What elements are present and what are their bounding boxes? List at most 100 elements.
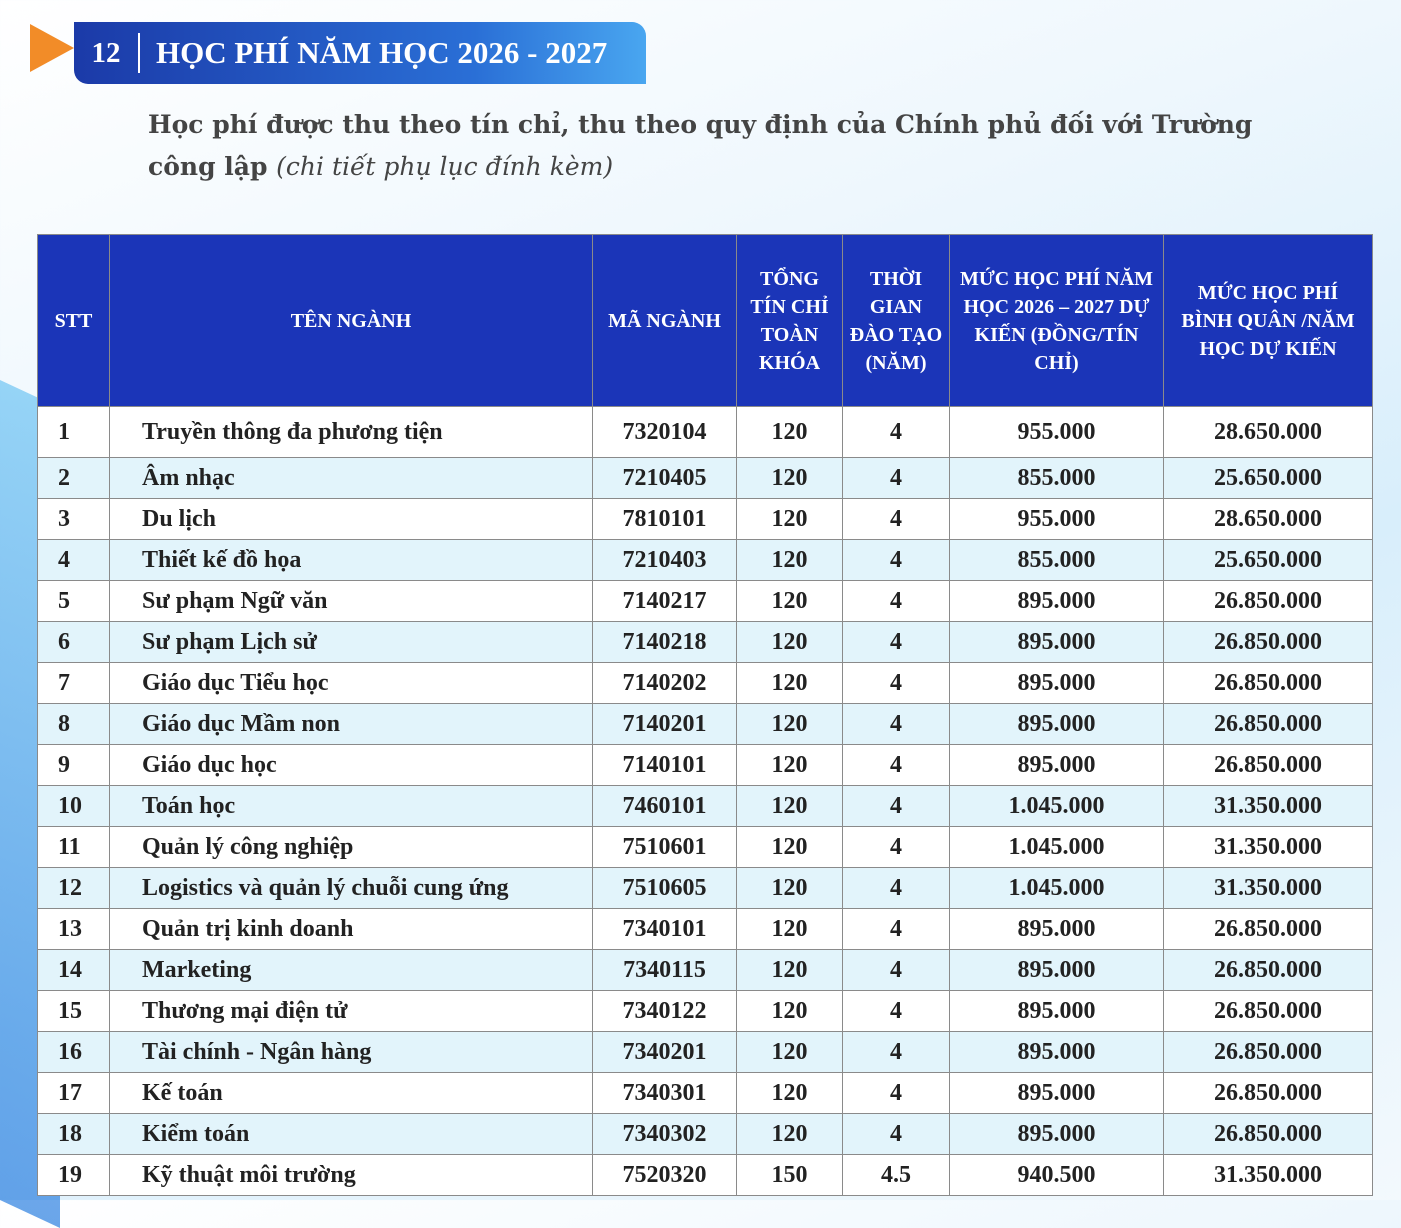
- duration: 4: [842, 457, 950, 499]
- total-credits: 120: [736, 1072, 843, 1114]
- row-number: 1: [37, 406, 110, 458]
- row-number: 8: [37, 703, 110, 745]
- major-code: 7140202: [592, 662, 737, 704]
- major-name: Quản trị kinh doanh: [109, 908, 593, 950]
- row-number: 14: [37, 949, 110, 991]
- annual-fee: 28.650.000: [1163, 406, 1373, 458]
- major-name: Quản lý công nghiệp: [109, 826, 593, 868]
- major-code: 7510601: [592, 826, 737, 868]
- table-row: 1 Truyền thông đa phương tiện 7320104 120 4 9…: [37, 406, 1373, 458]
- major-name: Marketing: [109, 949, 593, 991]
- total-credits: 120: [736, 406, 843, 458]
- fee-per-credit: 895.000: [949, 1031, 1164, 1073]
- column-header: STT: [37, 234, 110, 407]
- table-row: 16 Tài chính - Ngân hàng 7340201 120 4 895.00…: [37, 1031, 1373, 1073]
- major-code: 7460101: [592, 785, 737, 827]
- column-header: THỜI GIAN ĐÀO TẠO (NĂM): [842, 234, 950, 407]
- fee-per-credit: 895.000: [949, 580, 1164, 622]
- total-credits: 120: [736, 621, 843, 663]
- major-code: 7340115: [592, 949, 737, 991]
- column-header: TÊN NGÀNH: [109, 234, 593, 407]
- table-row: 10 Toán học 7460101 120 4 1.045.000 31.350.000: [37, 785, 1373, 827]
- table-row: 9 Giáo dục học 7140101 120 4 895.000 26.850.00…: [37, 744, 1373, 786]
- fee-per-credit: 895.000: [949, 949, 1164, 991]
- major-name: Âm nhạc: [109, 457, 593, 499]
- major-code: 7140217: [592, 580, 737, 622]
- annual-fee: 26.850.000: [1163, 1072, 1373, 1114]
- fee-per-credit: 855.000: [949, 539, 1164, 581]
- row-number: 19: [37, 1154, 110, 1196]
- section-number: 12: [91, 36, 121, 69]
- fee-per-credit: 855.000: [949, 457, 1164, 499]
- table-row: 6 Sư phạm Lịch sử 7140218 120 4 895.000 26.850…: [37, 621, 1373, 663]
- annual-fee: 26.850.000: [1163, 621, 1373, 663]
- row-number: 6: [37, 621, 110, 663]
- row-number: 9: [37, 744, 110, 786]
- major-code: 7340122: [592, 990, 737, 1032]
- total-credits: 150: [736, 1154, 843, 1196]
- table-row: 18 Kiểm toán 7340302 120 4 895.000 26.850.000: [37, 1113, 1373, 1155]
- total-credits: 120: [736, 990, 843, 1032]
- duration: 4: [842, 1031, 950, 1073]
- duration: 4: [842, 908, 950, 950]
- table-row: 2 Âm nhạc 7210405 120 4 855.000 25.650.000: [37, 457, 1373, 499]
- fee-per-credit: 895.000: [949, 908, 1164, 950]
- major-name: Thiết kế đồ họa: [109, 539, 593, 581]
- row-number: 2: [37, 457, 110, 499]
- total-credits: 120: [736, 867, 843, 909]
- row-number: 13: [37, 908, 110, 950]
- duration: 4: [842, 826, 950, 868]
- annual-fee: 26.850.000: [1163, 662, 1373, 704]
- annual-fee: 26.850.000: [1163, 949, 1373, 991]
- fee-per-credit: 895.000: [949, 744, 1164, 786]
- row-number: 10: [37, 785, 110, 827]
- fee-per-credit: 955.000: [949, 406, 1164, 458]
- annual-fee: 26.850.000: [1163, 744, 1373, 786]
- subtitle-note: (chi tiết phụ lục đính kèm): [276, 152, 614, 181]
- column-header: TỔNG TÍN CHỈ TOÀN KHÓA: [736, 234, 843, 407]
- major-name: Sư phạm Ngữ văn: [109, 580, 593, 622]
- section-title: HỌC PHÍ NĂM HỌC 2026 - 2027: [156, 35, 608, 70]
- total-credits: 120: [736, 703, 843, 745]
- row-number: 16: [37, 1031, 110, 1073]
- fee-per-credit: 940.500: [949, 1154, 1164, 1196]
- fee-table: STT TÊN NGÀNH MÃ NGÀNH TỔNG TÍN CHỈ TOÀN KH…: [37, 234, 1373, 1196]
- table-row: 4 Thiết kế đồ họa 7210403 120 4 855.000 25.650…: [37, 539, 1373, 581]
- major-code: 7320104: [592, 406, 737, 458]
- row-number: 11: [37, 826, 110, 868]
- column-header: MÃ NGÀNH: [592, 234, 737, 407]
- subtitle-text: Học phí được thu theo tín chỉ, thu theo …: [148, 110, 1253, 181]
- annual-fee: 25.650.000: [1163, 539, 1373, 581]
- duration: 4: [842, 744, 950, 786]
- duration: 4: [842, 498, 950, 540]
- fee-per-credit: 955.000: [949, 498, 1164, 540]
- fee-per-credit: 895.000: [949, 621, 1164, 663]
- duration: 4: [842, 621, 950, 663]
- row-number: 7: [37, 662, 110, 704]
- subtitle: Học phí được thu theo tín chỉ, thu theo …: [148, 104, 1288, 188]
- major-name: Kiểm toán: [109, 1113, 593, 1155]
- column-header: MỨC HỌC PHÍ BÌNH QUÂN /NĂM HỌC DỰ KIẾN: [1163, 234, 1373, 407]
- major-name: Truyền thông đa phương tiện: [109, 406, 593, 458]
- row-number: 4: [37, 539, 110, 581]
- major-code: 7210405: [592, 457, 737, 499]
- duration: 4: [842, 662, 950, 704]
- major-name: Giáo dục Mầm non: [109, 703, 593, 745]
- table-head: STT TÊN NGÀNH MÃ NGÀNH TỔNG TÍN CHỈ TOÀN KH…: [37, 234, 1373, 407]
- column-header: MỨC HỌC PHÍ NĂM HỌC 2026 – 2027 DỰ KIẾN …: [949, 234, 1164, 407]
- fee-per-credit: 895.000: [949, 1113, 1164, 1155]
- duration: 4: [842, 1072, 950, 1114]
- table-body: 1 Truyền thông đa phương tiện 7320104 120 4 9…: [37, 406, 1373, 1196]
- fee-per-credit: 895.000: [949, 1072, 1164, 1114]
- major-code: 7340302: [592, 1113, 737, 1155]
- annual-fee: 25.650.000: [1163, 457, 1373, 499]
- table-row: 12 Logistics và quản lý chuỗi cung ứng 751…: [37, 867, 1373, 909]
- major-code: 7140101: [592, 744, 737, 786]
- major-code: 7140201: [592, 703, 737, 745]
- total-credits: 120: [736, 539, 843, 581]
- annual-fee: 31.350.000: [1163, 867, 1373, 909]
- annual-fee: 28.650.000: [1163, 498, 1373, 540]
- header-row: STT TÊN NGÀNH MÃ NGÀNH TỔNG TÍN CHỈ TOÀN KH…: [37, 234, 1373, 407]
- annual-fee: 26.850.000: [1163, 1031, 1373, 1073]
